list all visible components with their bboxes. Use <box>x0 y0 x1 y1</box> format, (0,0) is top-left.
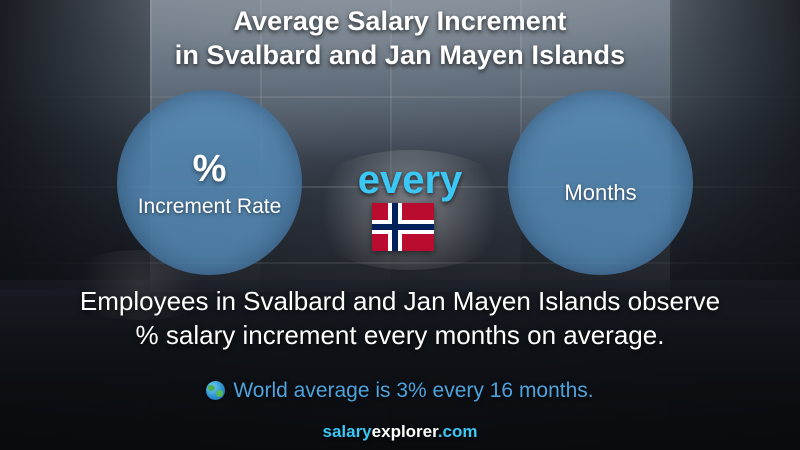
flag-blue-cross-horizontal <box>372 224 434 230</box>
statement-line-1: Employees in Svalbard and Jan Mayen Isla… <box>79 286 721 316</box>
months-label: Months <box>564 179 637 205</box>
flag-blue-cross-vertical <box>392 203 398 251</box>
every-label: every <box>357 158 463 202</box>
title-line-2: in Svalbard and Jan Mayen Islands <box>174 40 626 70</box>
increment-rate-value: % <box>192 147 227 190</box>
statement-line-2: % salary increment every months on avera… <box>135 320 665 350</box>
page-title: Average Salary Increment in Svalbard and… <box>0 4 800 72</box>
increment-rate-circle: % Increment Rate <box>117 90 302 275</box>
months-circle: Months <box>508 90 693 275</box>
brand-part-explorer: explorer <box>371 422 438 441</box>
brand-part-salary: salary <box>322 422 372 441</box>
world-average-text: World average is 3% every 16 months. <box>233 379 594 402</box>
title-line-1: Average Salary Increment <box>233 6 567 36</box>
brand-part-domain: .com <box>437 422 478 441</box>
flag-of-norway-icon <box>372 203 434 251</box>
summary-statement: Employees in Svalbard and Jan Mayen Isla… <box>0 284 800 352</box>
increment-rate-label: Increment Rate <box>137 194 282 218</box>
world-average-note: World average is 3% every 16 months. <box>0 378 800 404</box>
globe-icon <box>206 381 226 400</box>
brand-logo: salaryexplorer.com <box>0 422 800 442</box>
